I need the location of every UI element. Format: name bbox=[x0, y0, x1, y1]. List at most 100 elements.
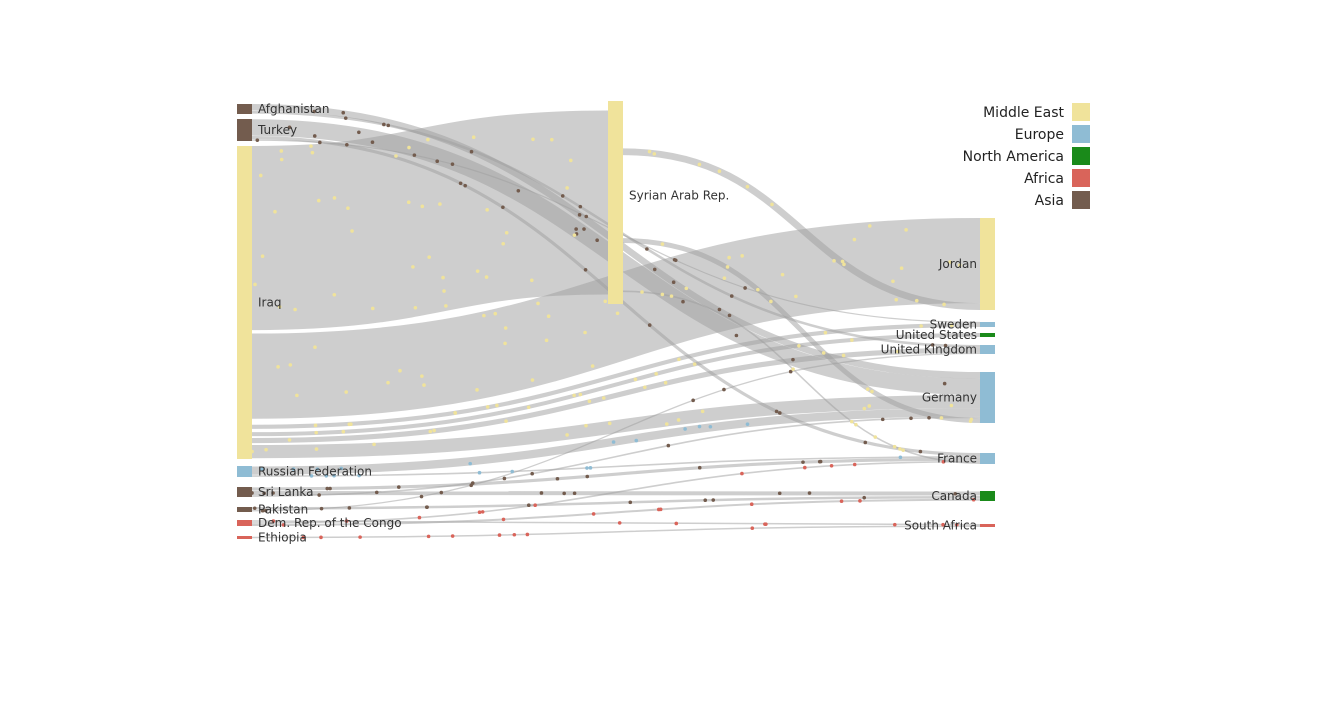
flow-particle bbox=[896, 349, 900, 354]
flow-particle bbox=[442, 289, 446, 293]
legend-swatch bbox=[1072, 147, 1090, 165]
sankey-node-jordan[interactable] bbox=[980, 218, 995, 310]
node-label-uk: United Kingdom bbox=[881, 343, 977, 357]
flow-particle bbox=[918, 449, 923, 454]
sankey-node-russia[interactable] bbox=[237, 466, 252, 477]
flow-particle bbox=[957, 263, 962, 268]
flow-particle bbox=[341, 110, 346, 115]
flow-particle bbox=[398, 368, 402, 373]
flow-particle bbox=[382, 122, 386, 127]
flow-particle bbox=[914, 298, 919, 303]
flow-particle bbox=[729, 294, 734, 298]
flow-particle bbox=[417, 515, 422, 520]
flow-particle bbox=[281, 523, 286, 527]
node-label-germany: Germany bbox=[922, 391, 977, 405]
sankey-link-srilanka-germany bbox=[251, 416, 981, 497]
sankey-node-sweden[interactable] bbox=[980, 322, 995, 327]
sankey-node-uk[interactable] bbox=[980, 345, 995, 354]
flow-particle bbox=[406, 200, 411, 205]
flow-particle bbox=[313, 345, 317, 350]
flow-particle bbox=[502, 476, 507, 481]
flow-particle bbox=[277, 304, 282, 309]
flow-particle bbox=[683, 427, 687, 431]
flow-particle bbox=[880, 417, 885, 422]
flow-particle bbox=[669, 294, 674, 298]
flow-particle bbox=[652, 152, 657, 156]
legend-swatch bbox=[1072, 125, 1090, 143]
flow-particle bbox=[578, 392, 583, 397]
flow-particle bbox=[560, 194, 565, 198]
flow-particle bbox=[673, 258, 678, 263]
flow-particle bbox=[346, 206, 350, 210]
legend-swatch bbox=[1072, 169, 1090, 187]
flow-particle bbox=[309, 474, 314, 478]
flow-particle bbox=[458, 181, 463, 186]
flow-particle bbox=[525, 532, 530, 537]
flow-particle bbox=[852, 462, 857, 467]
sankey-node-afghanistan[interactable] bbox=[237, 104, 252, 114]
flow-particle bbox=[777, 411, 782, 415]
flow-particle bbox=[325, 486, 330, 491]
flow-particle bbox=[904, 228, 908, 232]
flow-particle bbox=[287, 125, 292, 130]
flow-particle bbox=[463, 183, 467, 188]
flow-particle bbox=[357, 130, 361, 135]
sankey-node-drc[interactable] bbox=[237, 520, 252, 526]
node-label-sweden: Sweden bbox=[930, 318, 977, 332]
sankey-node-canada[interactable] bbox=[980, 491, 995, 501]
flow-particle bbox=[743, 286, 747, 290]
flow-particle bbox=[823, 330, 828, 335]
flow-particle bbox=[676, 418, 681, 422]
sankey-node-southafrica[interactable] bbox=[980, 524, 995, 527]
sankey-link-syria-jordan bbox=[622, 148, 981, 311]
flow-particle bbox=[674, 521, 679, 526]
legend-label: Africa bbox=[1024, 171, 1064, 187]
flow-particle bbox=[955, 522, 959, 527]
sankey-node-germany[interactable] bbox=[980, 372, 995, 423]
flow-particle bbox=[909, 416, 913, 421]
flow-particle bbox=[510, 469, 515, 474]
sankey-node-labels: Afghanistan Turkey Iraq Russian Federation S… bbox=[257, 102, 977, 545]
flow-particle bbox=[386, 380, 390, 385]
flow-particle bbox=[867, 224, 872, 228]
flow-particle bbox=[501, 205, 505, 210]
sankey-node-pakistan[interactable] bbox=[237, 507, 252, 512]
flow-particle bbox=[316, 198, 321, 203]
flow-particle bbox=[949, 323, 954, 328]
flow-particle bbox=[484, 275, 489, 279]
flow-particle bbox=[692, 362, 697, 366]
node-label-usa: United States bbox=[896, 328, 977, 342]
flow-particle bbox=[684, 286, 689, 291]
flow-particle bbox=[372, 442, 376, 447]
flow-particle bbox=[413, 305, 418, 310]
flow-particle bbox=[891, 279, 895, 284]
flow-particle bbox=[374, 490, 379, 495]
flow-particle bbox=[420, 374, 424, 378]
sankey-node-srilanka[interactable] bbox=[237, 487, 252, 497]
sankey-node-syria[interactable] bbox=[608, 101, 623, 304]
flow-particle bbox=[480, 510, 485, 514]
flow-particle bbox=[791, 367, 795, 371]
flow-particle bbox=[332, 196, 337, 200]
flow-particle bbox=[422, 383, 426, 387]
sankey-node-iraq[interactable] bbox=[237, 146, 252, 459]
flow-particle bbox=[584, 423, 588, 428]
flow-particle bbox=[475, 388, 479, 392]
flow-particle bbox=[583, 267, 588, 272]
flow-particle bbox=[870, 389, 874, 394]
sankey-node-turkey[interactable] bbox=[237, 119, 252, 141]
flow-particle bbox=[643, 385, 647, 390]
sankey-node-france[interactable] bbox=[980, 453, 995, 464]
flow-particle bbox=[788, 369, 793, 374]
flow-particle bbox=[711, 498, 716, 502]
sankey-node-ethiopia[interactable] bbox=[237, 536, 252, 539]
flow-particle bbox=[344, 390, 349, 394]
flow-particle bbox=[892, 444, 897, 449]
flow-particle bbox=[450, 162, 455, 166]
flow-particle bbox=[420, 204, 425, 209]
node-label-pakistan: Pakistan bbox=[258, 503, 308, 517]
sankey-node-usa[interactable] bbox=[980, 333, 995, 337]
flow-particle bbox=[727, 313, 732, 318]
flow-particle bbox=[504, 419, 508, 423]
legend-label: Europe bbox=[1015, 127, 1064, 143]
